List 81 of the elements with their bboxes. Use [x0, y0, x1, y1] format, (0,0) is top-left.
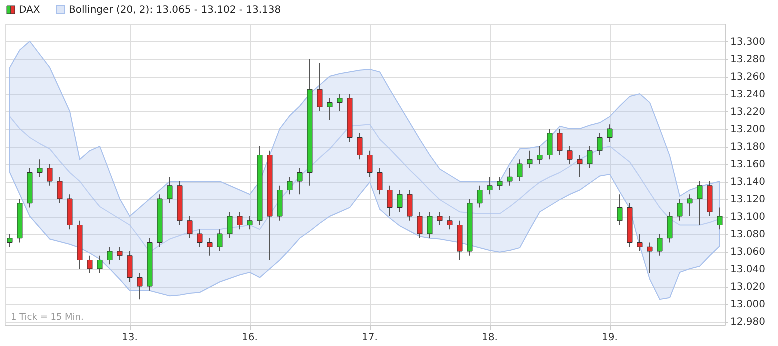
y-tick-label: 13.280 [730, 54, 766, 66]
candlestick [537, 146, 543, 164]
candlestick [317, 62, 323, 112]
candlestick [687, 194, 693, 217]
x-tick-label: 16. [242, 332, 258, 344]
x-tick-label: 17. [362, 332, 378, 344]
candlestick [217, 229, 223, 252]
candlestick [227, 212, 233, 239]
y-tick-label: 13.220 [730, 107, 766, 118]
y-tick-label: 13.300 [730, 37, 766, 48]
candlestick [237, 212, 243, 230]
candlestick [407, 190, 413, 222]
candlestick [417, 212, 423, 239]
candlestick [607, 124, 613, 143]
legend-label: DAX [19, 5, 40, 16]
candlestick [247, 216, 253, 230]
y-tick-label: 13.040 [730, 264, 766, 276]
y-tick-label: 13.160 [730, 160, 766, 170]
candlestick [547, 128, 553, 160]
candlestick [117, 246, 123, 261]
y-tick-label: 13.140 [730, 177, 766, 188]
candlestick [557, 128, 563, 156]
candlestick [657, 234, 663, 256]
candlestick [577, 154, 583, 178]
candlestick [367, 150, 373, 178]
candlestick [567, 146, 573, 164]
candlestick [197, 229, 203, 248]
candlestick [477, 185, 483, 208]
candlestick [497, 176, 503, 191]
y-tick-label: 12.980 [730, 317, 766, 328]
candlestick [597, 132, 603, 156]
candlestick [487, 176, 493, 196]
annotation: 1 Tick = 15 Min. [11, 313, 84, 323]
candlestick [47, 164, 53, 186]
y-tick-label: 13.100 [730, 212, 766, 223]
candlestick [647, 242, 653, 274]
x-tick-label: 19. [602, 332, 618, 344]
y-tick-label: 13.080 [730, 230, 766, 240]
candlestick [427, 212, 433, 239]
candlestick [137, 272, 143, 300]
y-tick-label: 13.180 [730, 142, 766, 153]
candlestick [187, 216, 193, 239]
candlestick [677, 198, 683, 222]
candlestick [97, 255, 103, 274]
candlestick [107, 246, 113, 266]
candlestick [327, 98, 333, 121]
candlestick [617, 194, 623, 226]
candlestick [437, 212, 443, 226]
candlestick [167, 176, 173, 204]
candlestick [637, 234, 643, 252]
candlestick [527, 150, 533, 169]
y-tick-label: 13.060 [730, 247, 766, 258]
candlestick [7, 234, 13, 248]
candlestick [127, 251, 133, 283]
y-tick-label: 13.000 [730, 300, 766, 310]
candlestick [337, 94, 343, 112]
y-tick-label: 13.120 [730, 194, 766, 206]
legend-label: Bollinger (20, 2): 13.065 - 13.102 - 13.138 [69, 5, 282, 16]
candlestick [37, 159, 43, 178]
candlestick [587, 146, 593, 169]
candlestick [717, 207, 723, 230]
candlestick [357, 132, 363, 160]
y-tick-label: 13.200 [730, 124, 766, 136]
candlestick [207, 238, 213, 256]
y-tick-label: 13.260 [730, 72, 766, 83]
candlestick [297, 168, 303, 196]
candlestick [697, 181, 703, 226]
candlestick [377, 168, 383, 196]
candlestick [667, 212, 673, 244]
y-tick-label: 13.020 [730, 282, 766, 293]
x-tick-label: 13. [122, 332, 138, 344]
candlestick [287, 176, 293, 196]
y-tick-label: 13.240 [730, 90, 766, 100]
candlestick [447, 216, 453, 230]
candlestick [87, 255, 93, 274]
x-tick-label: 18. [482, 332, 498, 344]
candlestick [517, 159, 523, 182]
candlestick [57, 176, 63, 204]
candlestick [397, 190, 403, 213]
candlestick [387, 185, 393, 217]
candlestick [507, 168, 513, 186]
